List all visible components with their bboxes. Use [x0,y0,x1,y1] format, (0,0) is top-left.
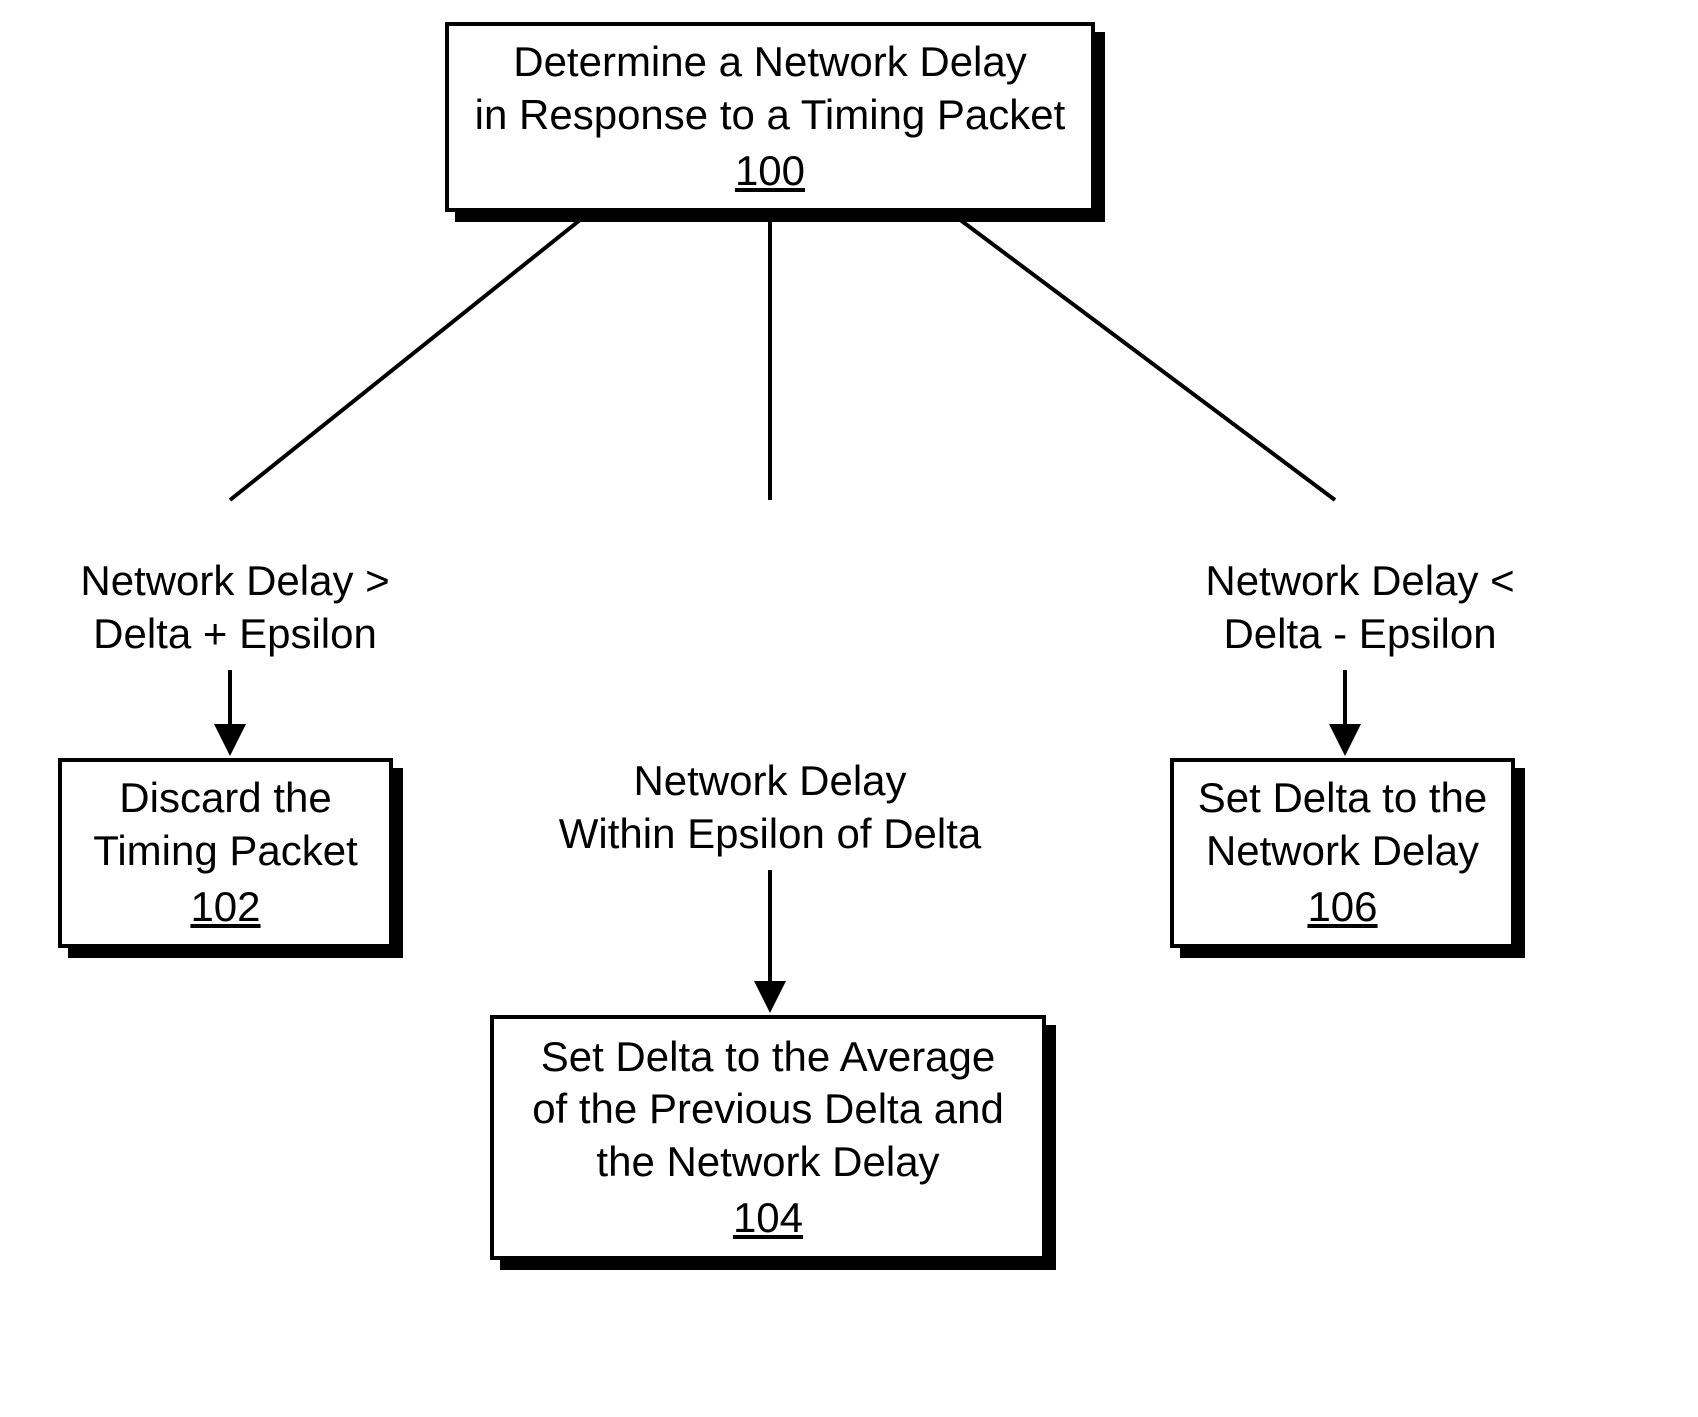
left-box: Discard the Timing Packet 102 [58,758,393,948]
mid-line1: Set Delta to the Average [541,1031,996,1084]
mid-line2: of the Previous Delta and [532,1083,1004,1136]
mid-box: Set Delta to the Average of the Previous… [490,1015,1046,1260]
right-ref: 106 [1307,881,1377,934]
left-line2: Timing Packet [93,825,358,878]
right-line1: Set Delta to the [1198,772,1488,825]
right-line2: Network Delay [1206,825,1479,878]
mid-cond-line1: Network Delay [540,755,1000,808]
root-line1: Determine a Network Delay [513,36,1027,89]
left-line1: Discard the [119,772,331,825]
root-ref: 100 [735,145,805,198]
root-box: Determine a Network Delay in Response to… [445,22,1095,212]
left-cond-line2: Delta + Epsilon [55,608,415,661]
right-box: Set Delta to the Network Delay 106 [1170,758,1515,948]
mid-line3: the Network Delay [596,1136,939,1189]
right-condition-label: Network Delay < Delta - Epsilon [1175,555,1545,660]
left-cond-line1: Network Delay > [55,555,415,608]
mid-condition-label: Network Delay Within Epsilon of Delta [540,755,1000,860]
mid-ref: 104 [733,1192,803,1245]
mid-cond-line2: Within Epsilon of Delta [540,808,1000,861]
right-cond-line2: Delta - Epsilon [1175,608,1545,661]
left-ref: 102 [190,881,260,934]
left-condition-label: Network Delay > Delta + Epsilon [55,555,415,660]
root-line2: in Response to a Timing Packet [475,89,1066,142]
right-cond-line1: Network Delay < [1175,555,1545,608]
